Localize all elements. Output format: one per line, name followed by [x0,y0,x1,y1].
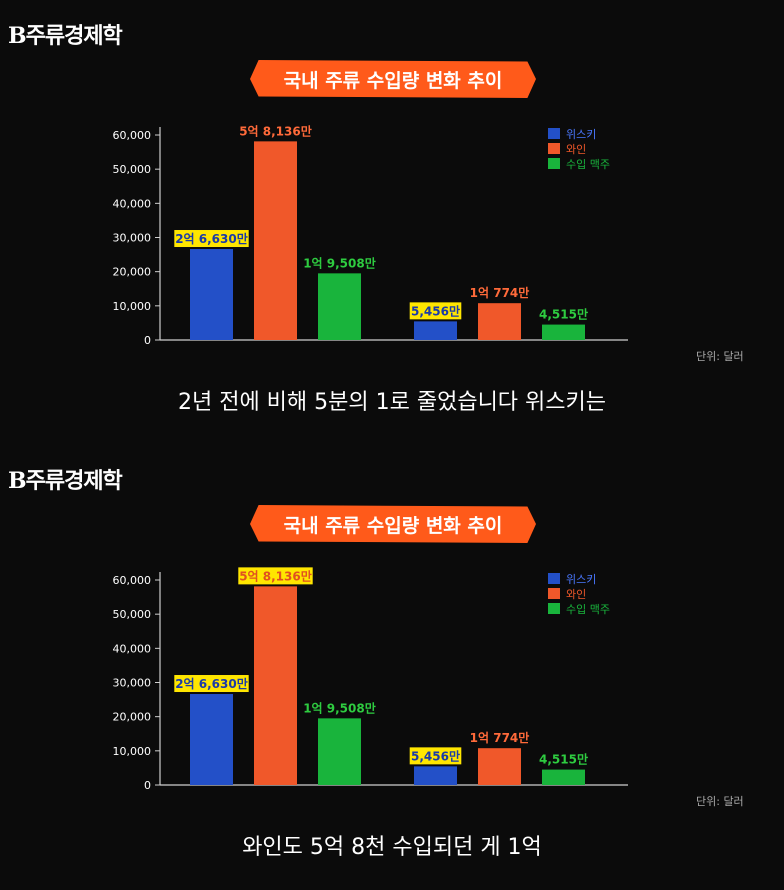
data-label: 2억 6,630만 [175,676,248,691]
bar-chart: 0 10,000 20,000 30,000 40,000 50,000 60,000 2억 … [113,123,628,347]
bar [542,324,585,340]
bar [478,303,521,340]
data-label: 2억 6,630만 [175,231,248,246]
subtitle-caption: 2년 전에 비해 5분의 1로 줄었습니다 위스키는 [177,390,607,415]
legend-swatch [548,603,560,614]
bar [318,273,361,340]
legend-swatch [548,128,560,139]
bar [414,766,457,785]
bar [190,249,233,340]
panel-bottom: B주류경제학 국내 주류 수입량 변화 추이 0 10,000 20,000 30,0… [0,445,784,890]
y-tick-label: 40,000 [113,642,152,655]
bar [542,769,585,785]
legend-swatch [548,158,560,169]
y-tick-label: 20,000 [113,711,152,724]
data-label: 1억 9,508만 [303,700,376,715]
y-tick-label: 60,000 [113,129,152,142]
y-tick-label: 50,000 [113,608,152,621]
data-label-highlight [174,230,249,248]
legend-label: 위스키 [566,128,596,141]
bar-chart: 0 10,000 20,000 30,000 40,000 50,000 60,000 2억 … [113,567,628,792]
chart-title: 국내 주류 수입량 변화 추이 [250,505,536,543]
data-label-highlight [174,675,249,693]
legend-swatch [548,588,560,599]
data-label-highlight [238,567,313,585]
bar [478,748,521,785]
legend-label: 수입 맥주 [566,603,610,616]
bar [254,141,297,340]
legend-label: 위스키 [566,573,596,586]
data-label: 5억 8,136만 [239,123,312,138]
legend-label: 수입 맥주 [566,158,610,171]
data-label: 5,456만 [411,303,460,318]
data-label: 1억 774만 [470,285,530,300]
y-tick-label: 60,000 [113,574,152,587]
data-label: 1억 774만 [470,730,530,745]
bar [318,718,361,785]
y-tick-label: 20,000 [113,266,152,279]
chart-title: 국내 주류 수입량 변화 추이 [250,60,536,98]
y-tick-label: 10,000 [113,300,152,313]
unit-label: 단위: 달러 [696,795,744,808]
logo: B주류경제학 [8,23,123,49]
bar [190,694,233,785]
legend-label: 와인 [566,143,586,156]
data-label-highlight [409,302,462,320]
y-tick-label: 0 [144,779,151,792]
y-tick-label: 50,000 [113,163,152,176]
data-label: 1억 9,508만 [303,255,376,270]
bar [414,321,457,340]
y-tick-label: 40,000 [113,197,152,210]
y-tick-label: 10,000 [113,745,152,758]
bar [254,586,297,785]
data-label: 4,515만 [539,752,588,767]
subtitle-caption: 와인도 5억 8천 수입되던 게 1억 [242,835,542,860]
data-label-highlight [409,747,462,765]
legend-label: 와인 [566,588,586,601]
legend-swatch [548,143,560,154]
data-label: 5억 8,136만 [239,568,312,583]
legend-swatch [548,573,560,584]
unit-label: 단위: 달러 [696,350,744,363]
data-label: 4,515만 [539,307,588,322]
y-tick-label: 30,000 [113,677,152,690]
y-tick-label: 30,000 [113,232,152,245]
logo: B주류경제학 [8,468,123,494]
data-label: 5,456만 [411,748,460,763]
y-tick-label: 0 [144,334,151,347]
panel-top: B주류경제학 국내 주류 수입량 변화 추이 0 10,000 20,000 30,0… [8,23,744,415]
